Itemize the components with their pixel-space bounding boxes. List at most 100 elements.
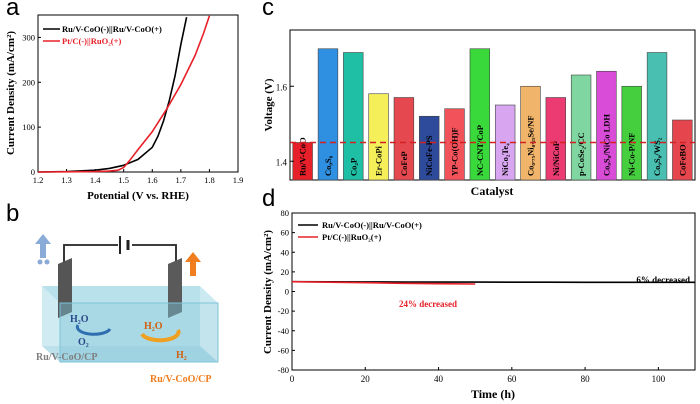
- electrolyzer-illustration: H₂O O₂ H₂O H₂ Ru/V-CoO/CP Ru/V-CoO/CP: [35, 234, 219, 385]
- y-tick-label-d: -40: [278, 326, 289, 336]
- legend-d-label-1: Pt/C(-)||RuO₂(+): [322, 232, 381, 242]
- y-tick-label-c: 1.6: [276, 82, 288, 92]
- bar-5: [419, 115, 440, 181]
- bar-6: [444, 108, 465, 181]
- chart-d-ylabel: Current Density (mA/cm²): [262, 230, 274, 354]
- annotation-black: 6% decreased: [636, 275, 690, 285]
- legend-a-label-1: Pt/C(-)||RuO₂(+): [62, 36, 121, 46]
- x-tick-label-a: 1.6: [147, 175, 158, 185]
- x-tick-label-a: 1.3: [61, 175, 72, 185]
- bar-3: [368, 93, 389, 181]
- left-bubble-icon: [37, 259, 43, 265]
- left-bubble-icon-2: [44, 259, 50, 265]
- chart-a-frame: [37, 14, 239, 173]
- category-label-0: Ru/V-CoO: [298, 137, 308, 176]
- x-tick-label-d: 100: [652, 374, 666, 384]
- bar-10: [545, 97, 566, 181]
- circuit-wire-left: [63, 244, 118, 268]
- y-tick-label-a: 0: [31, 167, 35, 177]
- category-label-11: p-CoSe₂/CC: [576, 132, 586, 176]
- right-cycle-arrow-icon: [140, 329, 181, 343]
- bar-7: [469, 48, 491, 181]
- x-tick-label-a: 1.7: [176, 175, 187, 185]
- y-tick-label-c: 1.4: [276, 157, 288, 167]
- category-label-8: NiCo₂Te₄: [500, 143, 510, 176]
- chart-a-xlabel: Potential (V vs. RHE): [87, 190, 189, 202]
- cell-bottom-face: [42, 346, 218, 362]
- category-label-1: Co₉S₈: [323, 155, 333, 176]
- category-label-15: CoFeBO: [677, 144, 687, 176]
- category-label-9: Co₀.₇₅Ni₀.₂₅Se/NF: [526, 115, 536, 176]
- category-label-3: Er-CoPi: [374, 145, 384, 176]
- x-tick-label-d: 60: [507, 374, 517, 384]
- y-tick-label-a: 300: [22, 32, 35, 42]
- chart-a-ylabel: Current Density (mA/cm²): [5, 31, 17, 155]
- x-tick-label-d: 0: [290, 374, 295, 384]
- panel-label-c: c: [262, 0, 274, 21]
- y-tick-label-d: 20: [281, 267, 290, 277]
- right-electrode-label: Ru/V-CoO/CP: [150, 374, 211, 385]
- y-tick-label-a: 200: [22, 77, 35, 87]
- hydrogen-label: H₂: [176, 350, 187, 361]
- y-tick-label-d: 40: [281, 247, 290, 257]
- y-tick-label-d: -20: [278, 306, 289, 316]
- x-tick-label-d: 40: [434, 374, 444, 384]
- y-tick-label-d: 0: [285, 287, 289, 297]
- chart-d-series-1: [291, 280, 476, 285]
- x-tick-label-a: 1.8: [204, 175, 215, 185]
- category-label-14: Co₉S₈/WS₂: [652, 137, 662, 176]
- bar-13: [621, 85, 642, 181]
- bar-2: [343, 52, 364, 181]
- legend-a-label-0: Ru/V-CoO(-)||Ru/V-CoO(+): [62, 24, 162, 34]
- chart-c: Ru/V-CoO Co₉S₈ Co₂P Er-CoPi CoFeP NiCoFe-PS YP…: [263, 29, 696, 198]
- oxygen-label: O₂: [78, 337, 89, 348]
- left-electrode-label: Ru/V-CoO/CP: [36, 352, 97, 363]
- y-tick-label-d: -60: [278, 345, 289, 355]
- panel-label-a: a: [6, 0, 20, 21]
- category-label-6: YP-Co(OH)F: [450, 127, 460, 176]
- chart-a-series-0: [37, 17, 188, 173]
- left-cycle-arrow-icon: [75, 324, 112, 336]
- bar-4: [393, 97, 415, 181]
- bar-11: [570, 74, 592, 181]
- chart-c-frame: [289, 29, 696, 181]
- chart-a-legend: Ru/V-CoO(-)||Ru/V-CoO(+) Pt/C(-)||RuO₂(+…: [43, 24, 162, 46]
- right-water-label: H₂O: [144, 321, 163, 332]
- chart-a-series-1: [37, 15, 211, 173]
- annotation-red: 24% decreased: [399, 299, 457, 309]
- category-label-12: Co₉S₈/NiCo LDH: [601, 114, 611, 176]
- category-label-13: Ni-Co-P/NF: [627, 133, 637, 176]
- bar-1: [317, 48, 339, 181]
- bar-12: [596, 70, 617, 181]
- category-label-10: Ni/NiCoP: [551, 141, 561, 176]
- chart-c-xlabel: Catalyst: [471, 184, 514, 198]
- y-tick-label-a: 100: [22, 122, 35, 132]
- y-tick-label-d: 80: [281, 208, 290, 218]
- bar-9: [520, 85, 541, 181]
- x-tick-label-d: 80: [581, 374, 591, 384]
- chart-a: 1.2 1.3 1.4 1.5 1.6 1.7 1.8 1.9 0 100 200 300 Ru/V-…: [5, 14, 243, 202]
- panel-label-d: d: [262, 185, 276, 212]
- category-label-7: NC-CNT/CoP: [475, 125, 485, 176]
- x-tick-label-a: 1.2: [33, 175, 44, 185]
- panel-label-b: b: [6, 200, 20, 227]
- chart-d: 0 20 40 60 80 100 -80 -60 -40 -20 0 20 40 60 80 Ru/V-C…: [262, 208, 696, 401]
- left-water-label: H₂O: [70, 314, 89, 325]
- category-label-5: NiCoFe-PS: [424, 135, 434, 176]
- x-tick-label-a: 1.5: [118, 175, 129, 185]
- category-label-4: CoFeP: [399, 151, 409, 176]
- chart-d-xlabel: Time (h): [471, 387, 515, 401]
- chart-d-legend: Ru/V-CoO(-)||Ru/V-CoO(+) Pt/C(-)||RuO₂(+…: [298, 220, 422, 242]
- hydrogen-release-arrow-icon: [185, 252, 201, 276]
- x-tick-label-a: 1.4: [90, 175, 101, 185]
- legend-d-label-0: Ru/V-CoO(-)||Ru/V-CoO(+): [322, 220, 422, 230]
- y-tick-label-d: 60: [281, 228, 290, 238]
- circuit-wire-right: [132, 244, 177, 268]
- chart-c-ylabel: Voltage (V): [263, 78, 275, 131]
- oxygen-release-arrow-icon: [35, 234, 51, 258]
- bar-15: [672, 119, 693, 181]
- bar-14: [646, 52, 668, 181]
- x-tick-label-d: 20: [361, 374, 371, 384]
- y-tick-label-d: -80: [278, 365, 289, 375]
